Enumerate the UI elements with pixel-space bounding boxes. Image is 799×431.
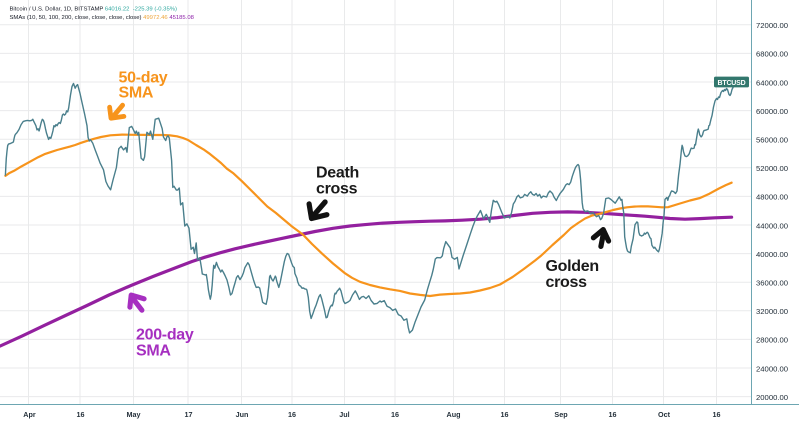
svg-text:16: 16 xyxy=(77,410,85,419)
svg-text:68000.00: 68000.00 xyxy=(756,50,788,59)
svg-text:40000.00: 40000.00 xyxy=(756,250,788,259)
svg-text:16: 16 xyxy=(713,410,721,419)
svg-text:Aug: Aug xyxy=(447,410,461,419)
svg-text:Sep: Sep xyxy=(554,410,568,419)
svg-text:56000.00: 56000.00 xyxy=(756,136,788,145)
svg-text:16: 16 xyxy=(288,410,296,419)
svg-text:32000.00: 32000.00 xyxy=(756,307,788,316)
svg-text:48000.00: 48000.00 xyxy=(756,193,788,202)
svg-text:SMA: SMA xyxy=(136,343,171,360)
svg-text:May: May xyxy=(127,410,141,419)
svg-text:SMA: SMA xyxy=(119,84,154,101)
svg-text:SMAs (10, 50, 100, 200, close,: SMAs (10, 50, 100, 200, close, close, cl… xyxy=(10,15,195,21)
svg-text:Jul: Jul xyxy=(339,410,349,419)
svg-text:Jun: Jun xyxy=(236,410,249,419)
svg-text:17: 17 xyxy=(185,410,193,419)
svg-text:36000.00: 36000.00 xyxy=(756,279,788,288)
svg-text:Apr: Apr xyxy=(23,410,36,419)
svg-text:16: 16 xyxy=(501,410,509,419)
svg-text:72000.00: 72000.00 xyxy=(756,21,788,30)
svg-text:50-day: 50-day xyxy=(119,69,168,86)
svg-text:cross: cross xyxy=(546,274,588,291)
svg-text:28000.00: 28000.00 xyxy=(756,336,788,345)
svg-text:200-day: 200-day xyxy=(136,327,194,344)
svg-text:16: 16 xyxy=(609,410,617,419)
svg-text:Golden: Golden xyxy=(546,258,599,275)
svg-text:52000.00: 52000.00 xyxy=(756,164,788,173)
svg-text:64000.00: 64000.00 xyxy=(756,78,788,87)
svg-text:60000.00: 60000.00 xyxy=(756,107,788,116)
svg-text:BTCUSD: BTCUSD xyxy=(718,80,746,87)
svg-text:Oct: Oct xyxy=(658,410,671,419)
svg-text:Bitcoin / U.S. Dollar, 1D, BIT: Bitcoin / U.S. Dollar, 1D, BITSTAMP 6401… xyxy=(10,6,177,12)
svg-text:24000.00: 24000.00 xyxy=(756,364,788,373)
svg-text:44000.00: 44000.00 xyxy=(756,221,788,230)
svg-text:16: 16 xyxy=(391,410,399,419)
svg-text:Death: Death xyxy=(316,165,359,182)
svg-text:20000.00: 20000.00 xyxy=(756,393,788,402)
svg-text:cross: cross xyxy=(316,181,358,198)
